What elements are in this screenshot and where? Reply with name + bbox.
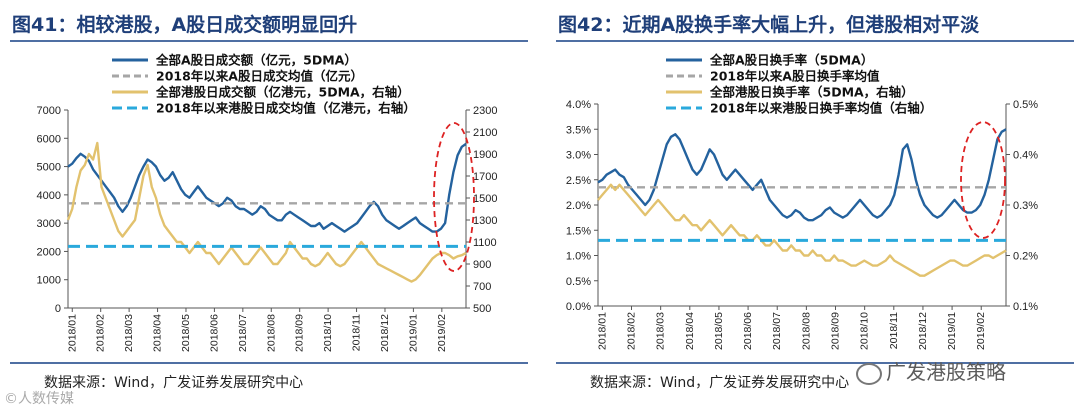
y-tick-label-right: 1900 <box>473 149 497 161</box>
chart-panel-left: 图41：相较港股，A股日成交额明显回升 0 1000 2000 3000 4000 500… <box>6 0 534 414</box>
y-tick-label-left: 1000 <box>37 275 61 287</box>
source-note: 数据来源：Wind，广发证券发展研究中心 <box>44 375 304 391</box>
y-tick-label-left: 3.5% <box>566 124 591 136</box>
x-tick-label: 2018/02 <box>95 314 107 352</box>
legend-label: 全部A股日成交额（亿元，5DMA） <box>155 53 357 68</box>
highlight-ellipse <box>960 121 1006 239</box>
x-tick-label: 2018/03 <box>655 312 667 350</box>
x-tick-label: 2018/09 <box>294 314 306 352</box>
y-tick-label-right: 0.2% <box>1013 251 1038 263</box>
x-tick-label: 2018/08 <box>265 314 277 352</box>
x-tick-label: 2018/10 <box>322 314 334 352</box>
chart-canvas-left: 0 1000 2000 3000 4000 5000 6000 7000 500 700 900 11… <box>37 53 498 352</box>
y-tick-label-left: 0.5% <box>566 276 591 288</box>
x-tick-label: 2018/11 <box>888 312 900 349</box>
title-divider <box>556 40 1074 42</box>
y-tick-label-right: 500 <box>473 303 491 315</box>
x-tick-label: 2018/03 <box>123 314 135 352</box>
chart-canvas-right: 0.0% 0.5% 1.0% 1.5% 2.0% 2.5% 3.0% 3.5% 4.0% 0.1%… <box>566 53 1038 350</box>
series-line-0 <box>597 128 1007 222</box>
legend-label: 2018年以来港股日成交均值（亿港元，右轴） <box>156 101 416 116</box>
y-tick-label-left: 7000 <box>37 105 61 117</box>
x-tick-label: 2019/01 <box>407 314 419 352</box>
corner-watermark: ©人数传媒 <box>4 391 74 407</box>
legend-label: 全部A股日换手率（5DMA） <box>709 53 873 68</box>
legend-label: 全部港股日换手率（5DMA，右轴） <box>709 85 914 100</box>
y-tick-label-right: 0.4% <box>1013 150 1038 162</box>
y-tick-label-right: 0.3% <box>1013 200 1038 212</box>
x-tick-label: 2018/07 <box>237 314 249 352</box>
y-tick-label-right: 700 <box>473 281 491 293</box>
series-line-2 <box>66 141 467 283</box>
y-tick-label-right: 900 <box>473 259 491 271</box>
source-divider <box>10 362 528 364</box>
chart-title: 图41：相较港股，A股日成交额明显回升 <box>12 14 358 36</box>
y-tick-label-left: 2000 <box>37 246 61 258</box>
x-tick-label: 2018/07 <box>771 312 783 350</box>
x-tick-label: 2018/04 <box>684 312 696 350</box>
x-tick-label: 2019/02 <box>975 312 987 350</box>
x-tick-label: 2018/01 <box>596 312 608 350</box>
y-tick-label-right: 0.5% <box>1013 99 1038 111</box>
x-tick-label: 2018/02 <box>626 312 638 350</box>
y-tick-label-right: 1500 <box>473 193 497 205</box>
y-tick-label-left: 2.0% <box>566 200 591 212</box>
y-tick-label-right: 2100 <box>473 127 497 139</box>
y-tick-label-left: 0.0% <box>566 301 591 313</box>
y-tick-label-right: 0.1% <box>1013 301 1038 313</box>
y-tick-label-left: 2.5% <box>566 175 591 187</box>
y-tick-label-right: 1300 <box>473 215 497 227</box>
series-line-0 <box>67 142 467 233</box>
y-tick-label-left: 6000 <box>37 133 61 145</box>
highlight-ellipse <box>433 122 475 272</box>
y-tick-label-left: 5000 <box>37 162 61 174</box>
title-divider <box>10 40 528 42</box>
x-tick-label: 2019/01 <box>946 312 958 350</box>
chart-panel-right: 图42：近期A股换手率大幅上升，但港股相对平淡 0.0% 0.5% 1.0% 1.5%… <box>552 0 1080 414</box>
x-tick-label: 2018/12 <box>917 312 929 350</box>
x-tick-label: 2018/01 <box>66 314 78 352</box>
source-note: 数据来源：Wind，广发证券发展研究中心 <box>590 375 850 391</box>
y-tick-label-right: 1100 <box>473 237 497 249</box>
x-tick-label: 2018/12 <box>379 314 391 352</box>
legend-label: 2018年以来A股日成交均值（亿元） <box>156 69 363 84</box>
y-tick-label-left: 4000 <box>37 190 61 202</box>
y-tick-label-left: 4.0% <box>566 99 591 111</box>
y-tick-label-right: 2300 <box>473 105 497 117</box>
x-tick-label: 2018/11 <box>351 314 363 351</box>
wechat-icon <box>856 362 882 385</box>
wechat-watermark: 广发港股策略 <box>856 356 1006 385</box>
y-tick-label-left: 3.0% <box>566 150 591 162</box>
x-tick-label: 2018/09 <box>830 312 842 350</box>
chart-title: 图42：近期A股换手率大幅上升，但港股相对平淡 <box>558 14 980 36</box>
x-tick-label: 2018/08 <box>800 312 812 350</box>
x-tick-label: 2018/10 <box>859 312 871 350</box>
y-tick-label-left: 0 <box>55 303 61 315</box>
x-tick-label: 2018/05 <box>713 312 725 350</box>
y-tick-label-left: 3000 <box>37 218 61 230</box>
legend-label: 全部港股日成交额（亿港元，5DMA，右轴） <box>155 85 410 100</box>
x-tick-label: 2018/06 <box>742 312 754 350</box>
source-divider <box>556 362 1074 364</box>
y-tick-label-left: 1.5% <box>566 225 591 237</box>
y-tick-label-right: 1700 <box>473 171 497 183</box>
legend-label: 2018年以来A股日换手率均值 <box>710 69 880 84</box>
legend-label: 2018年以来港股日换手率均值（右轴） <box>710 101 932 116</box>
x-tick-label: 2018/06 <box>208 314 220 352</box>
x-tick-label: 2018/05 <box>180 314 192 352</box>
x-tick-label: 2019/02 <box>436 314 448 352</box>
y-tick-label-left: 1.0% <box>566 251 591 263</box>
series-line-2 <box>597 183 1007 277</box>
x-tick-label: 2018/04 <box>152 314 164 352</box>
